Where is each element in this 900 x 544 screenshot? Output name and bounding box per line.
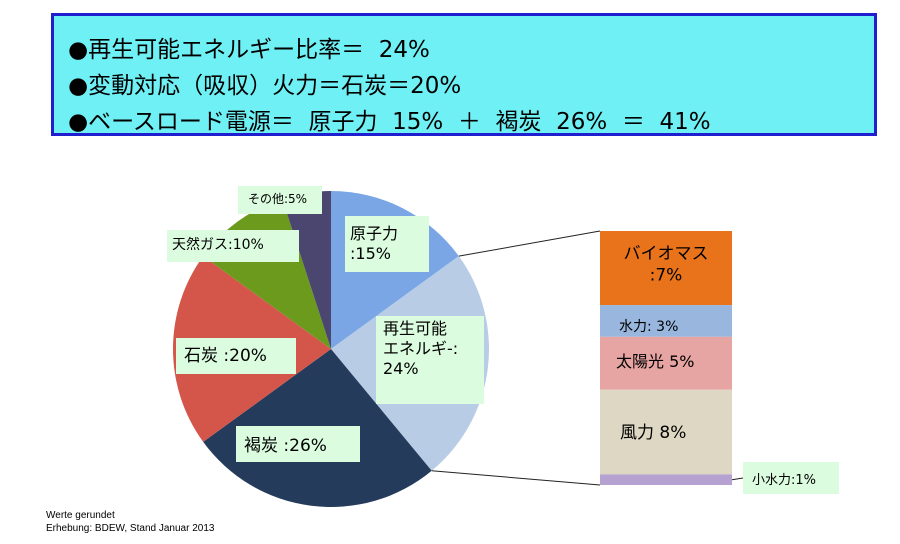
pie-label-coal: 石炭 :20% bbox=[176, 338, 296, 374]
bar-label-small-hydro: 小水力:1% bbox=[743, 462, 839, 494]
bar-label-hydro-text: 水力: 3% bbox=[619, 319, 678, 335]
small-hydro-leader bbox=[731, 477, 744, 481]
summary-line-renewable-ratio: ●再生可能エネルギー比率＝ 24% bbox=[68, 37, 430, 63]
connector-bottom bbox=[431, 470, 601, 486]
pie-label-coal-box bbox=[176, 338, 296, 374]
bar-label-small-hydro-text: 小水力:1% bbox=[752, 473, 816, 488]
stacked-bar bbox=[600, 231, 732, 485]
pie-label-renewable-box bbox=[376, 316, 484, 404]
bar-label-wind: 風力 8% bbox=[620, 423, 686, 443]
summary-line-flexible-thermal: ●変動対応（吸収）火力＝石炭＝20% bbox=[68, 73, 462, 99]
bar-segment-2 bbox=[600, 336, 732, 390]
bar-label-small-hydro-box bbox=[743, 462, 839, 494]
bar-label-biomass-text: バイオマス:7% bbox=[624, 244, 709, 285]
bar-segment-4 bbox=[600, 474, 732, 485]
pie-label-gas-box bbox=[167, 230, 299, 262]
pie-label-lignite-box bbox=[236, 426, 360, 462]
connector-top bbox=[458, 230, 601, 257]
pie-label-lignite: 褐炭 :26% bbox=[236, 426, 360, 462]
bar-label-solar: 太陽光 5% bbox=[616, 352, 694, 371]
bar-segment-0 bbox=[600, 231, 732, 306]
pie-label-gas-text: 天然ガス:10% bbox=[172, 236, 264, 253]
bar-segment-1 bbox=[600, 305, 732, 337]
bar-label-biomass: バイオマス:7% bbox=[624, 244, 709, 285]
bar-label-hydro: 水力: 3% bbox=[619, 319, 678, 335]
pie-label-renewable: 再生可能エネルギ-: 24% bbox=[376, 316, 484, 404]
footer-note: Werte gerundet bbox=[46, 510, 115, 521]
bar-segment-3 bbox=[600, 389, 732, 475]
pie-label-other-box bbox=[238, 186, 322, 214]
bar-label-solar-text: 太陽光 5% bbox=[616, 352, 694, 371]
pie-label-other-text: その他:5% bbox=[248, 192, 307, 206]
pie-label-nuclear-text: 原子力:15% bbox=[350, 224, 398, 263]
summary-box: ●再生可能エネルギー比率＝ 24% ●変動対応（吸収）火力＝石炭＝20% ●ベー… bbox=[51, 13, 877, 136]
pie-label-nuclear: 原子力:15% bbox=[345, 216, 429, 272]
bar-label-wind-text: 風力 8% bbox=[620, 423, 686, 443]
summary-line-baseload: ●ベースロード電源＝ 原子力 15% ＋ 褐炭 26% ＝ 41% bbox=[68, 109, 711, 135]
footer-source: Erhebung: BDEW, Stand Januar 2013 bbox=[46, 523, 215, 534]
pie-label-gas: 天然ガス:10% bbox=[167, 230, 299, 262]
pie-label-renewable-text: 再生可能エネルギ-: 24% bbox=[383, 319, 458, 378]
pie-label-coal-text: 石炭 :20% bbox=[184, 346, 267, 366]
pie-label-nuclear-box bbox=[345, 216, 429, 272]
pie-label-other: その他:5% bbox=[238, 186, 322, 214]
pie-label-lignite-text: 褐炭 :26% bbox=[244, 436, 327, 456]
